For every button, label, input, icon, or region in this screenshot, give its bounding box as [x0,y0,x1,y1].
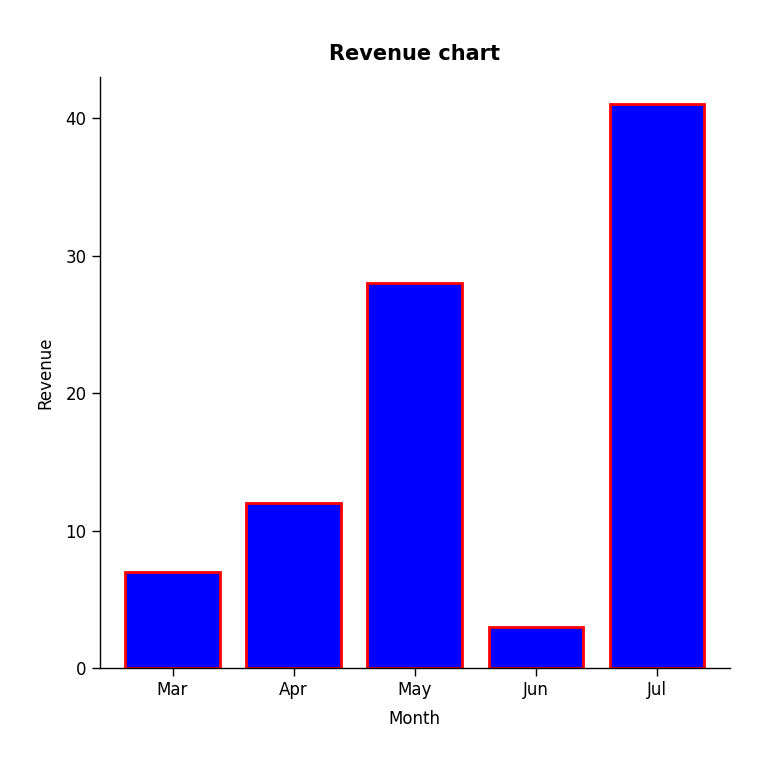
Title: Revenue chart: Revenue chart [329,44,500,65]
Bar [125,572,220,668]
Bar [488,627,583,668]
X-axis label: Month: Month [389,710,441,729]
Bar [610,104,704,668]
Bar [247,503,341,668]
Bar [367,283,462,668]
Y-axis label: Revenue: Revenue [36,336,55,409]
